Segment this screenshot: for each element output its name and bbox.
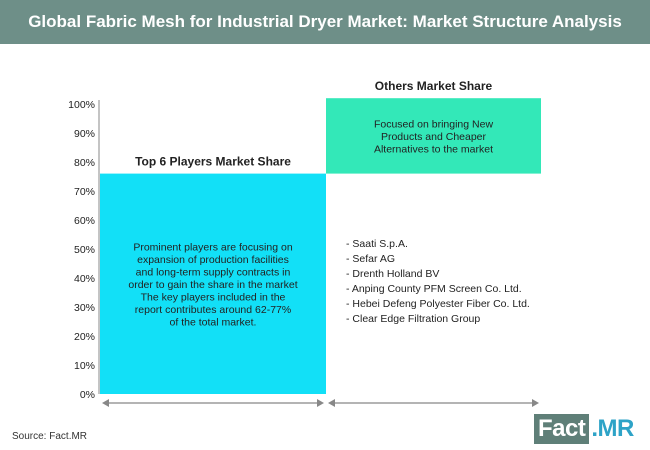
bar-note-line-top6: The key players included in the (141, 291, 286, 303)
player-list-item: - Hebei Defeng Polyester Fiber Co. Ltd. (346, 298, 530, 310)
bar-note-line-top6: report contributes around 62-77% (135, 304, 291, 316)
player-list-item: - Saati S.p.A. (346, 238, 408, 250)
arrow-head-right-1 (317, 399, 324, 407)
arrow-head-left-1 (102, 399, 109, 407)
y-tick-label: 10% (74, 360, 95, 372)
y-tick-label: 30% (74, 302, 95, 314)
player-list-item: - Clear Edge Filtration Group (346, 313, 480, 325)
bar-others (326, 98, 541, 174)
y-tick-label: 90% (74, 128, 95, 140)
bar-note-line-top6: expansion of production facilities (137, 254, 289, 266)
arrow-head-left-2 (328, 399, 335, 407)
source-note: Source: Fact.MR (12, 431, 88, 442)
player-list-item: - Anping County PFM Screen Co. Ltd. (346, 283, 522, 295)
logo-mr: MR (597, 415, 635, 442)
market-structure-chart: Top 6 Players Market Share Prominent play… (68, 79, 541, 407)
y-tick-label: 60% (74, 215, 95, 227)
bar-top6 (100, 173, 326, 394)
bar-note-line-top6: order to gain the share in the market (128, 279, 297, 291)
bar-note-line-others: Alternatives to the market (374, 143, 493, 155)
bar-note-line-top6: Prominent players are focusing on (133, 241, 292, 253)
bar-note-line-top6: and long-term supply contracts in (136, 266, 291, 278)
y-tick-label: 80% (74, 157, 95, 169)
y-tick-label: 40% (74, 273, 95, 285)
player-list-item: - Sefar AG (346, 253, 395, 265)
y-tick-label: 20% (74, 331, 95, 343)
bar-note-line-others: Products and Cheaper (381, 131, 487, 143)
y-tick-label: 100% (68, 99, 95, 111)
bar-note-line-others: Focused on bringing New (374, 118, 493, 130)
y-tick-label: 0% (80, 389, 95, 401)
y-tick-label: 70% (74, 186, 95, 198)
bar-heading-others: Others Market Share (375, 79, 493, 93)
bar-heading-top6: Top 6 Players Market Share (135, 155, 291, 169)
bar-note-line-top6: of the total market. (170, 316, 257, 328)
arrow-head-right-2 (532, 399, 539, 407)
chart-title: Global Fabric Mesh for Industrial Dryer … (0, 0, 650, 44)
logo-fact: Fact (534, 414, 590, 444)
player-list-item: - Drenth Holland BV (346, 268, 439, 280)
fact-mr-logo: Fact . MR (534, 414, 634, 444)
logo-dot: . (591, 415, 598, 442)
y-tick-label: 50% (74, 244, 95, 256)
